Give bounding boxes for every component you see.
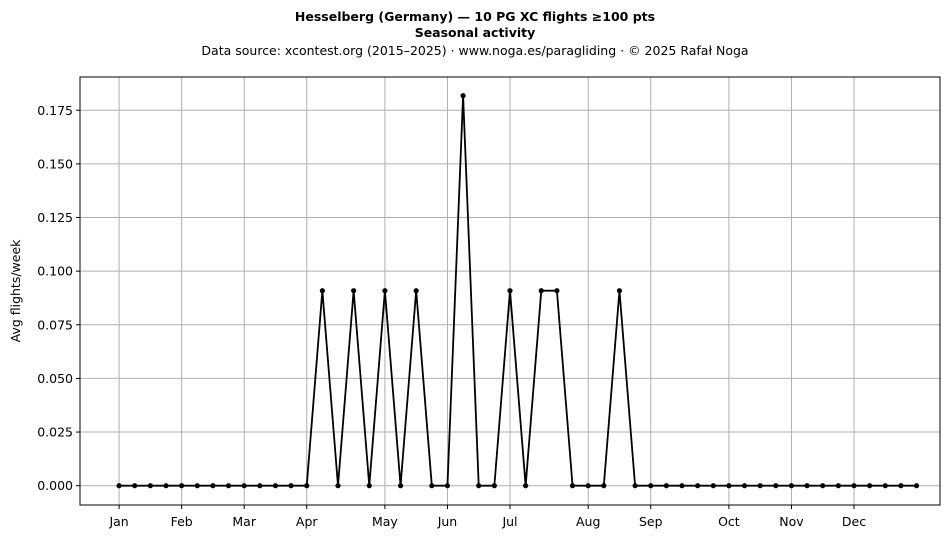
data-point bbox=[225, 483, 232, 489]
y-tick-label: 0.125 bbox=[37, 210, 73, 225]
x-tick-label: Jan bbox=[108, 514, 128, 529]
data-point bbox=[773, 483, 779, 489]
data-point bbox=[679, 483, 685, 489]
data-point bbox=[335, 483, 341, 489]
x-tick-label: Aug bbox=[576, 514, 600, 529]
data-point bbox=[554, 288, 560, 294]
data-point bbox=[523, 483, 529, 489]
data-point bbox=[585, 483, 591, 489]
data-point bbox=[882, 483, 888, 489]
series-line-group bbox=[116, 93, 920, 489]
data-point bbox=[413, 288, 419, 294]
data-point bbox=[304, 483, 310, 489]
x-tick-label: Oct bbox=[718, 514, 740, 529]
data-point bbox=[460, 93, 466, 99]
data-point bbox=[397, 483, 404, 489]
x-tick-label: Feb bbox=[171, 514, 193, 529]
x-tick-label: Jul bbox=[501, 514, 517, 529]
data-point bbox=[444, 483, 451, 489]
data-point bbox=[132, 483, 138, 489]
data-point bbox=[695, 483, 701, 489]
data-point bbox=[726, 483, 732, 489]
x-tick-label: Mar bbox=[232, 514, 256, 529]
y-axis-ticks: 0.000 0.025 0.050 0.075 0.100 0.125 0.150 0.175 bbox=[37, 103, 80, 493]
y-axis-label: Avg flights/week bbox=[8, 239, 23, 343]
data-point bbox=[538, 288, 544, 294]
data-point bbox=[366, 483, 372, 489]
data-point bbox=[851, 483, 857, 489]
data-point bbox=[867, 483, 873, 489]
data-point bbox=[835, 483, 841, 489]
chart-subtitle: Seasonal activity bbox=[414, 25, 536, 40]
plot-frame bbox=[79, 76, 941, 506]
data-point bbox=[569, 483, 576, 489]
y-tick-label: 0.150 bbox=[37, 156, 73, 171]
data-point bbox=[820, 483, 826, 489]
x-tick-label: Dec bbox=[842, 514, 866, 529]
data-point bbox=[804, 483, 810, 489]
y-tick-label: 0.000 bbox=[37, 478, 73, 493]
data-point bbox=[898, 483, 904, 489]
series-line bbox=[119, 94, 917, 487]
data-point bbox=[319, 288, 325, 294]
x-tick-label: May bbox=[372, 514, 398, 529]
x-tick-label: Jun bbox=[437, 514, 458, 529]
data-point bbox=[491, 483, 497, 489]
data-point bbox=[476, 483, 482, 489]
data-point bbox=[710, 483, 716, 489]
x-tick-label: Apr bbox=[296, 514, 318, 529]
data-point bbox=[210, 483, 216, 489]
data-point bbox=[382, 288, 388, 294]
y-tick-label: 0.175 bbox=[37, 103, 73, 118]
data-point bbox=[179, 483, 185, 489]
y-tick-label: 0.050 bbox=[37, 371, 73, 386]
data-point bbox=[788, 483, 795, 489]
x-tick-label: Nov bbox=[779, 514, 804, 529]
data-point bbox=[757, 483, 763, 489]
data-point bbox=[632, 483, 638, 489]
y-tick-label: 0.075 bbox=[37, 317, 73, 332]
data-point bbox=[288, 483, 294, 489]
chart-source: Data source: xcontest.org (2015–2025) · … bbox=[201, 43, 749, 58]
data-point bbox=[429, 483, 435, 489]
data-point bbox=[913, 483, 920, 489]
data-point bbox=[241, 483, 247, 489]
data-point bbox=[351, 288, 357, 294]
x-tick-label: Sep bbox=[639, 514, 663, 529]
chart-title: Hesselberg (Germany) — 10 PG XC flights … bbox=[294, 9, 656, 24]
data-point bbox=[163, 483, 169, 489]
y-tick-label: 0.100 bbox=[37, 264, 73, 279]
data-point bbox=[116, 483, 122, 489]
data-point bbox=[272, 483, 279, 489]
data-point bbox=[601, 483, 607, 489]
data-point bbox=[194, 483, 200, 489]
data-point bbox=[741, 483, 748, 489]
data-point bbox=[507, 288, 513, 294]
y-tick-label: 0.025 bbox=[37, 425, 73, 440]
data-point bbox=[616, 288, 623, 294]
data-point bbox=[663, 483, 669, 489]
data-point bbox=[257, 483, 263, 489]
data-point bbox=[147, 483, 153, 489]
x-axis-ticks: Jan Feb Mar Apr May Jun Jul Aug Sep Oct Nov Dec bbox=[108, 505, 866, 529]
data-point bbox=[648, 483, 654, 489]
